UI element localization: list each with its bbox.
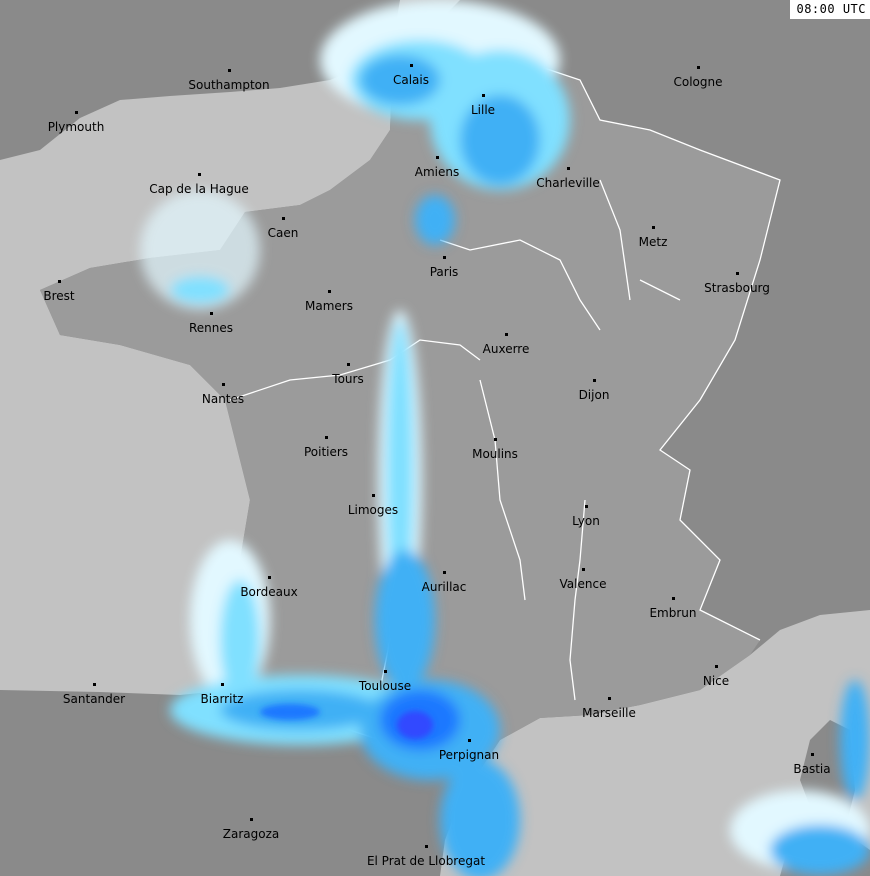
city-label: Auxerre	[482, 342, 530, 356]
city-label: Mamers	[305, 299, 353, 313]
city-marker	[715, 665, 718, 668]
city-marker	[228, 69, 231, 72]
city-label: Bastia	[793, 762, 831, 776]
city-marker	[443, 571, 446, 574]
city-marker	[494, 438, 497, 441]
city-marker	[221, 683, 224, 686]
city-label: Tours	[332, 372, 364, 386]
city-label: Poitiers	[303, 445, 349, 459]
city-label: Santander	[62, 692, 126, 706]
city-marker	[372, 494, 375, 497]
city-marker	[198, 173, 201, 176]
city-label: Cologne	[673, 75, 723, 89]
city-label: Dijon	[578, 388, 610, 402]
city-marker	[384, 670, 387, 673]
city-label: Aurillac	[421, 580, 467, 594]
city-label: Lyon	[572, 514, 600, 528]
city-marker	[268, 576, 271, 579]
city-marker	[222, 383, 225, 386]
city-label: Calais	[392, 73, 430, 87]
city-label: Lille	[470, 103, 496, 117]
city-label: Toulouse	[358, 679, 412, 693]
city-marker	[328, 290, 331, 293]
city-label: Charleville	[536, 176, 600, 190]
city-marker	[468, 739, 471, 742]
city-label: Marseille	[582, 706, 636, 720]
city-marker	[697, 66, 700, 69]
city-marker	[410, 64, 413, 67]
city-marker	[585, 505, 588, 508]
city-label: Limoges	[347, 503, 399, 517]
city-label: Paris	[429, 265, 459, 279]
city-marker	[325, 436, 328, 439]
land-england	[0, 0, 400, 160]
city-label: Cap de la Hague	[149, 182, 249, 196]
city-marker	[582, 568, 585, 571]
city-marker	[811, 753, 814, 756]
precipitation-layer	[140, 0, 870, 876]
city-marker	[75, 111, 78, 114]
city-label: Plymouth	[47, 120, 105, 134]
city-label: Valence	[559, 577, 607, 591]
city-label: El Prat de Llobregat	[366, 854, 486, 868]
city-marker	[58, 280, 61, 283]
city-label: Nantes	[201, 392, 245, 406]
city-label: Southampton	[188, 78, 270, 92]
city-label: Rennes	[188, 321, 234, 335]
city-marker	[347, 363, 350, 366]
city-label: Moulins	[472, 447, 518, 461]
city-label: Caen	[267, 226, 299, 240]
city-label: Embrun	[649, 606, 697, 620]
city-label: Nice	[702, 674, 730, 688]
city-marker	[443, 256, 446, 259]
city-marker	[505, 333, 508, 336]
city-label: Amiens	[414, 165, 460, 179]
city-label: Biarritz	[200, 692, 244, 706]
city-marker	[425, 845, 428, 848]
city-marker	[736, 272, 739, 275]
city-label: Bordeaux	[240, 585, 298, 599]
city-label: Perpignan	[438, 748, 500, 762]
city-marker	[282, 217, 285, 220]
city-marker	[567, 167, 570, 170]
city-label: Brest	[43, 289, 75, 303]
city-label: Metz	[638, 235, 668, 249]
city-label: Strasbourg	[704, 281, 770, 295]
timestamp: 08:00 UTC	[790, 0, 870, 19]
city-marker	[210, 312, 213, 315]
precipitation-core	[260, 704, 433, 739]
city-marker	[482, 94, 485, 97]
city-marker	[436, 156, 439, 159]
city-marker	[652, 226, 655, 229]
city-label: Zaragoza	[222, 827, 280, 841]
city-marker	[93, 683, 96, 686]
city-marker	[593, 379, 596, 382]
city-marker	[250, 818, 253, 821]
city-marker	[608, 697, 611, 700]
city-marker	[672, 597, 675, 600]
